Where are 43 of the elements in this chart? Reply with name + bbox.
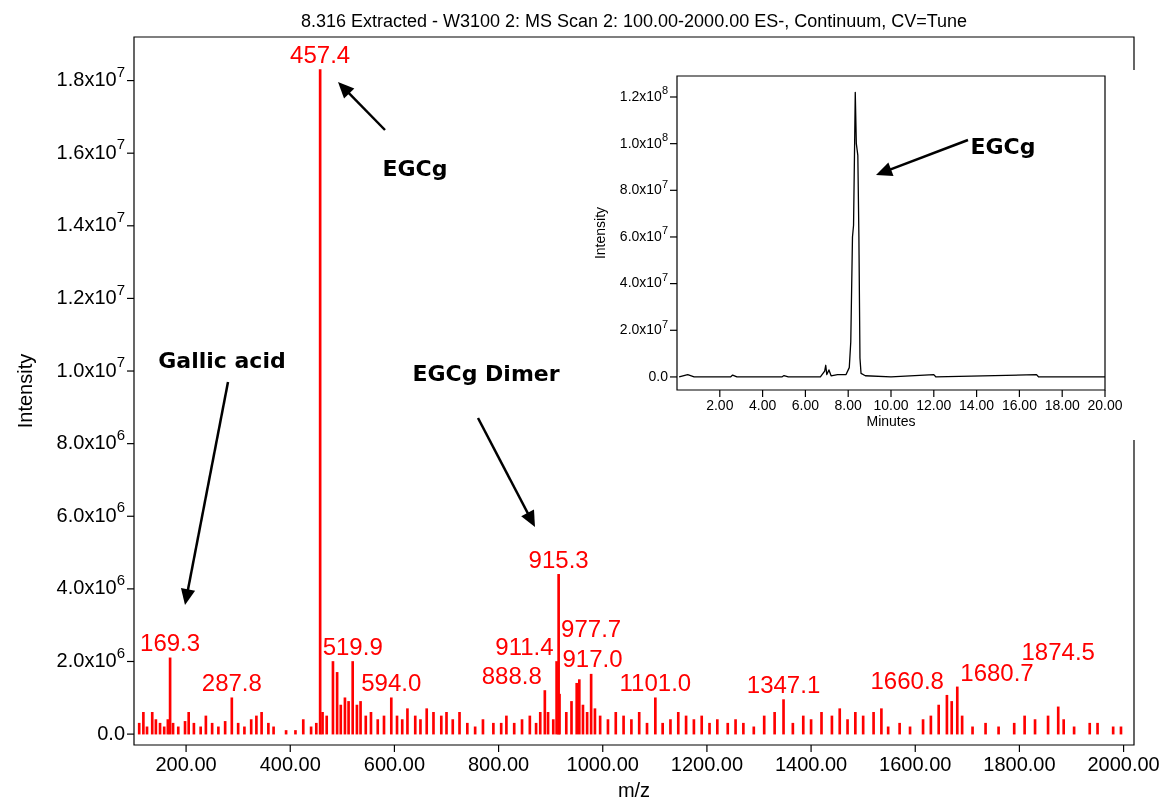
x-tick-label: 800.00 [468,752,530,775]
annotation: 594.0 [361,669,422,697]
x-tick-label: 10.00 [873,397,909,414]
x-tick-label: 12.00 [916,397,952,414]
x-tick-label: 600.00 [363,752,425,775]
annotation: 915.3 [528,545,589,573]
chart-title: 8.316 Extracted - W3100 2: MS Scan 2: 100.00-2000.00 ES-, Continuum, CV=Tune [300,10,968,31]
annotation: 519.9 [322,633,383,661]
x-tick-label: 1200.00 [670,752,744,775]
x-tick-label: 18.00 [1044,397,1080,414]
x-tick-label: 1800.00 [983,752,1056,775]
x-tick-label: 2.00 [706,397,734,414]
y-axis-title: Intensity [592,206,609,260]
annotation: 287.8 [201,669,262,697]
annotation: 1347.1 [746,671,821,699]
x-tick-label: 14.00 [959,397,995,414]
annotation: 169.3 [140,629,201,657]
x-tick-label: 1600.00 [879,752,952,775]
annotation: EGCg [382,155,448,181]
annotation: 1874.5 [1021,637,1095,665]
y-tick-label: 0.0 [648,367,669,384]
annotation: 457.4 [290,41,351,69]
annotation: 888.8 [481,662,542,690]
y-tick-label: 0.0 [97,721,126,744]
annotation: Gallic acid [158,347,286,373]
annotation: 911.4 [495,633,554,661]
x-axis-title: m/z [617,778,651,801]
x-tick-label: 200.00 [155,752,217,775]
annotation: 977.7 [561,615,622,643]
x-tick-label: 400.00 [259,752,321,775]
x-tick-label: 8.00 [834,397,863,414]
x-tick-label: 20.00 [1087,397,1123,414]
x-tick-label: 6.00 [791,397,820,414]
y-axis-title: Intensity [13,353,36,429]
annotation: EGCg Dimer [412,360,560,386]
x-tick-label: 4.00 [748,397,777,414]
annotation: EGCg [970,133,1036,159]
x-tick-label: 1000.00 [566,752,639,775]
x-tick-label: 1400.00 [774,752,848,775]
annotation: 1660.8 [870,666,944,694]
x-axis-title: Minutes [866,413,916,430]
x-tick-label: 16.00 [1001,397,1038,414]
x-tick-label: 2000.00 [1087,752,1160,775]
